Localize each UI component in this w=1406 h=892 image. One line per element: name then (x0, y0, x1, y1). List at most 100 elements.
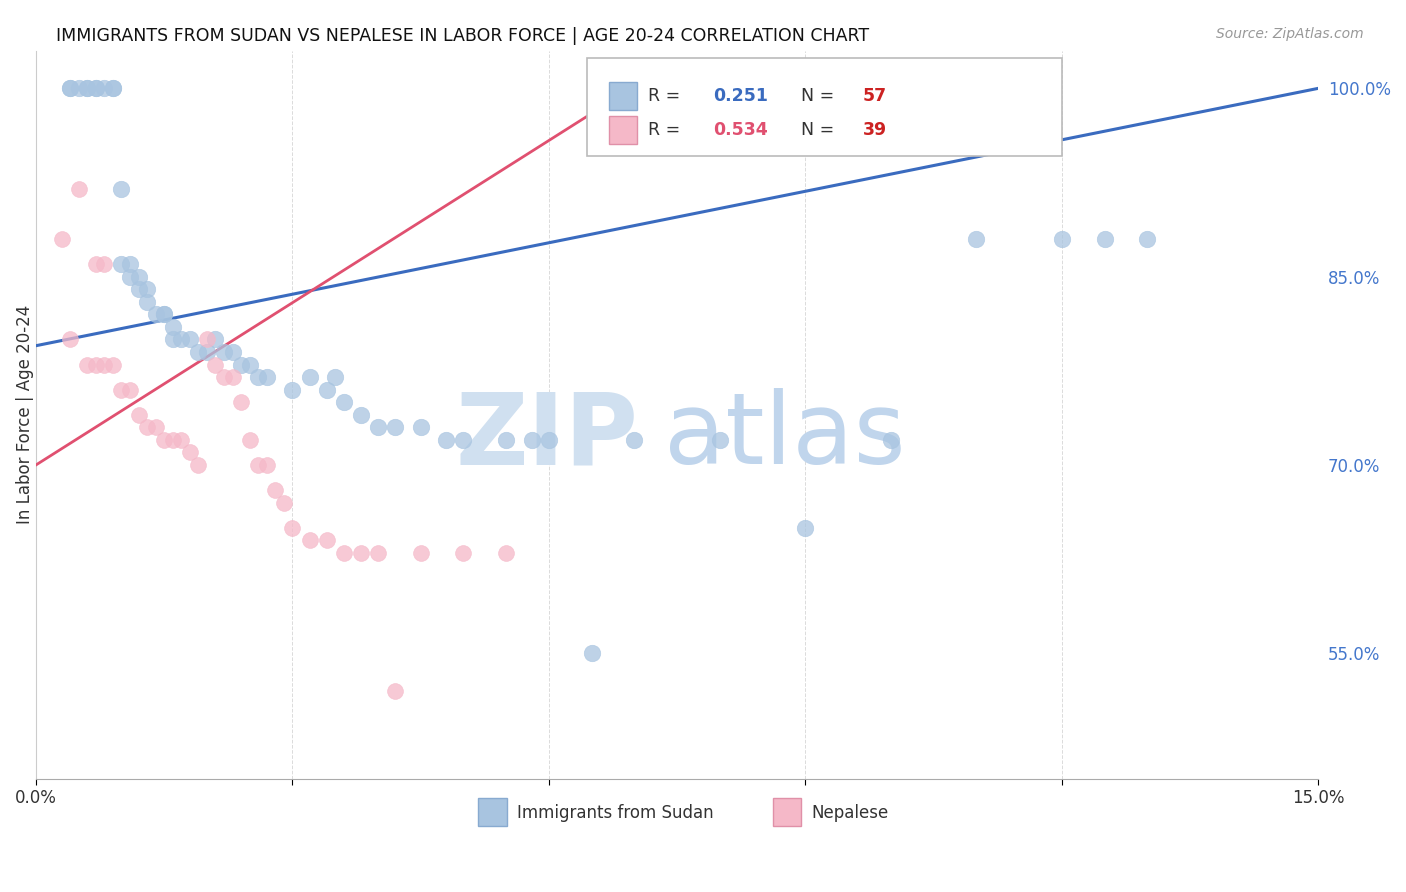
Point (136, 282, 159, 296)
Point (332, 546, 354, 560)
Point (384, 420, 406, 434)
Point (101, 81, 124, 95)
Point (264, 483, 287, 497)
Point (221, 345, 243, 359)
Point (59, 333, 82, 347)
Point (520, 433, 543, 447)
Point (212, 345, 235, 359)
Point (76, 81, 98, 95)
Point (315, 383, 337, 397)
Point (195, 345, 218, 359)
Point (76, 358, 98, 372)
Text: IMMIGRANTS FROM SUDAN VS NEPALESE IN LABOR FORCE | AGE 20-24 CORRELATION CHART: IMMIGRANTS FROM SUDAN VS NEPALESE IN LAB… (56, 27, 869, 45)
Point (453, 433, 475, 447)
Point (204, 333, 226, 347)
Point (145, 307, 167, 321)
Point (409, 420, 432, 434)
Point (239, 358, 262, 372)
Point (453, 546, 475, 560)
Text: 57: 57 (863, 87, 887, 105)
Point (187, 345, 209, 359)
Point (212, 370, 235, 384)
Point (76, 81, 98, 95)
Point (59, 81, 82, 95)
Bar (773, 798, 801, 826)
Point (281, 383, 304, 397)
Point (256, 370, 278, 384)
Point (179, 445, 201, 459)
Text: Immigrants from Sudan: Immigrants from Sudan (517, 804, 713, 822)
Point (409, 546, 432, 560)
Point (794, 521, 817, 535)
Text: N =: N = (801, 87, 841, 105)
Point (136, 420, 159, 434)
Point (221, 370, 243, 384)
Point (256, 458, 278, 472)
Bar (609, 82, 637, 110)
Point (136, 294, 159, 309)
Point (367, 420, 389, 434)
Point (315, 533, 337, 548)
Bar (609, 116, 637, 144)
Point (239, 433, 262, 447)
Text: R =: R = (648, 87, 685, 105)
Point (1136, 232, 1159, 246)
Point (128, 269, 150, 284)
Point (281, 521, 304, 535)
Point (67, 182, 90, 196)
Y-axis label: In Labor Force | Age 20-24: In Labor Force | Age 20-24 (15, 305, 34, 524)
Point (67, 81, 90, 95)
Point (162, 433, 184, 447)
Point (247, 370, 270, 384)
Point (229, 358, 252, 372)
Text: R =: R = (648, 121, 685, 139)
Point (581, 646, 603, 660)
Point (101, 358, 124, 372)
Text: Source: ZipAtlas.com: Source: ZipAtlas.com (1216, 27, 1364, 41)
Point (247, 458, 270, 472)
Point (118, 257, 141, 271)
Point (162, 333, 184, 347)
Text: 0.251: 0.251 (713, 87, 768, 105)
Point (118, 269, 141, 284)
Text: atlas: atlas (664, 388, 905, 485)
Point (93, 358, 115, 372)
Point (495, 433, 517, 447)
Point (145, 420, 167, 434)
Point (162, 319, 184, 334)
Point (110, 257, 132, 271)
Point (623, 433, 645, 447)
Point (84, 358, 107, 372)
Point (367, 546, 389, 560)
Point (537, 433, 560, 447)
Point (51, 232, 73, 246)
Point (495, 546, 517, 560)
Text: 0.534: 0.534 (713, 121, 768, 139)
Point (93, 81, 115, 95)
Point (229, 395, 252, 409)
Point (84, 257, 107, 271)
Point (84, 81, 107, 95)
Point (384, 684, 406, 698)
Point (101, 81, 124, 95)
Point (350, 546, 373, 560)
Point (1094, 232, 1116, 246)
Text: 39: 39 (863, 121, 887, 139)
Point (153, 307, 176, 321)
Point (298, 370, 321, 384)
Point (179, 333, 201, 347)
Point (204, 358, 226, 372)
Text: ZIP: ZIP (456, 388, 638, 485)
Point (332, 395, 354, 409)
Point (153, 433, 176, 447)
Point (273, 495, 295, 509)
Point (128, 282, 150, 296)
Point (118, 383, 141, 397)
Point (434, 433, 457, 447)
Text: N =: N = (801, 121, 841, 139)
Point (59, 81, 82, 95)
Point (153, 307, 176, 321)
Point (195, 333, 218, 347)
Point (323, 370, 346, 384)
Point (880, 433, 903, 447)
